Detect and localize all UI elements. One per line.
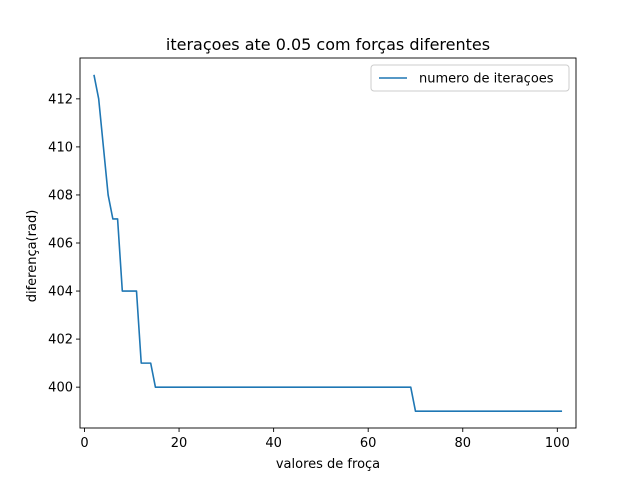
x-tick-label: 60 (360, 436, 377, 451)
legend-label: numero de iteraçoes (419, 72, 554, 87)
x-tick-label: 0 (80, 436, 88, 451)
x-tick-label: 80 (454, 436, 471, 451)
x-tick-label: 20 (171, 436, 188, 451)
y-tick-label: 408 (48, 188, 73, 203)
plot-area: 0 20 40 60 80 100 400 402 404 406 408 410 412 numero … (48, 57, 577, 451)
y-tick-label: 402 (48, 333, 73, 348)
y-tick-label: 406 (48, 237, 73, 252)
series-line-1 (93, 74, 563, 412)
y-tick-label: 410 (48, 140, 73, 155)
x-tick-label: 40 (265, 436, 282, 451)
y-tick-label: 404 (48, 285, 73, 300)
x-axis-label: valores de froça (276, 457, 380, 472)
y-tick-label: 400 (48, 381, 73, 396)
y-tick-label: 412 (48, 92, 73, 107)
chart-title: iteraçoes ate 0.05 com forças diferentes (166, 35, 490, 54)
legend-box (370, 64, 570, 92)
x-tick-label: 100 (545, 436, 570, 451)
y-axis-label: diferença(rad) (25, 210, 40, 303)
